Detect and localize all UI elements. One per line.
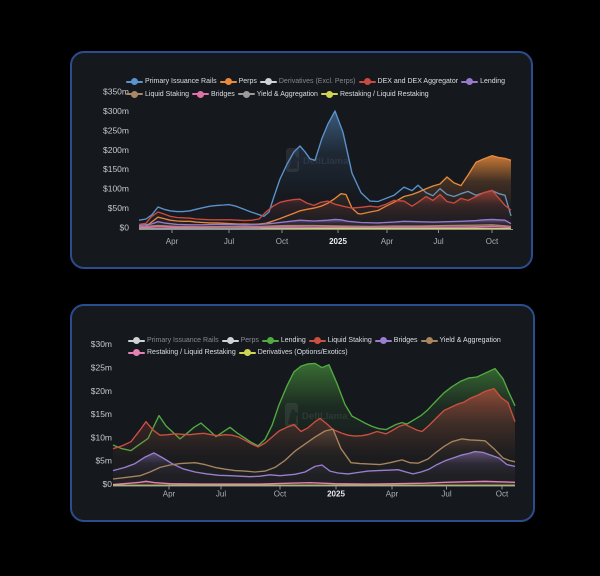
- svg-text:Oct: Oct: [274, 490, 287, 499]
- svg-text:Apr: Apr: [381, 237, 394, 246]
- svg-text:Jul: Jul: [433, 237, 443, 246]
- svg-text:$10m: $10m: [91, 432, 112, 442]
- svg-text:Jul: Jul: [216, 490, 226, 499]
- svg-text:$300m: $300m: [103, 106, 129, 116]
- svg-text:Apr: Apr: [163, 490, 176, 499]
- svg-text:Oct: Oct: [486, 237, 499, 246]
- svg-text:$150m: $150m: [103, 164, 129, 174]
- svg-text:$20m: $20m: [91, 386, 112, 396]
- svg-text:$5m: $5m: [95, 456, 112, 466]
- svg-text:$30m: $30m: [91, 339, 112, 349]
- svg-text:Oct: Oct: [276, 237, 289, 246]
- svg-text:$350m: $350m: [103, 87, 129, 97]
- svg-text:$250m: $250m: [103, 125, 129, 135]
- svg-text:2025: 2025: [327, 490, 345, 499]
- svg-text:Apr: Apr: [166, 237, 179, 246]
- svg-text:Apr: Apr: [386, 490, 399, 499]
- svg-text:$50m: $50m: [108, 203, 129, 213]
- svg-text:$15m: $15m: [91, 409, 112, 419]
- svg-text:$0: $0: [103, 479, 113, 489]
- svg-text:Jul: Jul: [224, 237, 234, 246]
- svg-text:Jul: Jul: [441, 490, 451, 499]
- svg-text:$0: $0: [120, 223, 130, 233]
- svg-text:Oct: Oct: [496, 490, 509, 499]
- svg-text:2025: 2025: [329, 237, 347, 246]
- svg-text:$100m: $100m: [103, 184, 129, 194]
- svg-text:$200m: $200m: [103, 145, 129, 155]
- svg-text:$25m: $25m: [91, 363, 112, 373]
